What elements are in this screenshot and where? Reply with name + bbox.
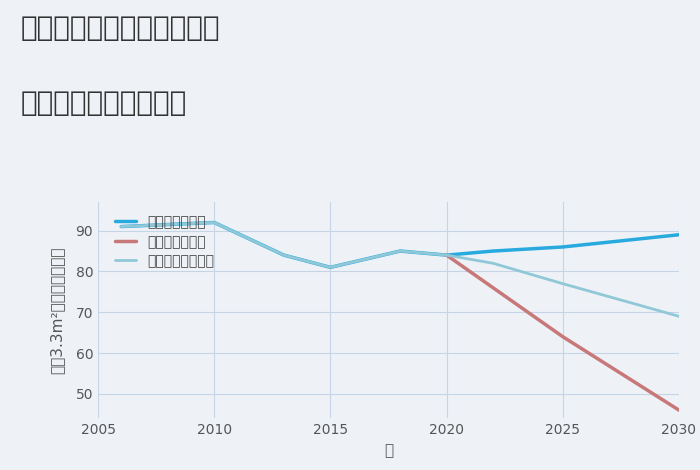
グッドシナリオ bbox=[442, 252, 451, 258]
グッドシナリオ bbox=[396, 248, 405, 254]
ノーマルシナリオ bbox=[210, 219, 218, 225]
Y-axis label: 坪（3.3m²）単価（万円）: 坪（3.3m²）単価（万円） bbox=[50, 246, 64, 374]
グッドシナリオ bbox=[280, 252, 288, 258]
Legend: グッドシナリオ, バッドシナリオ, ノーマルシナリオ: グッドシナリオ, バッドシナリオ, ノーマルシナリオ bbox=[111, 211, 218, 273]
ノーマルシナリオ bbox=[559, 281, 567, 287]
ノーマルシナリオ bbox=[489, 260, 497, 266]
Line: バッドシナリオ: バッドシナリオ bbox=[447, 255, 679, 410]
ノーマルシナリオ bbox=[326, 265, 335, 270]
グッドシナリオ bbox=[326, 265, 335, 270]
Line: グッドシナリオ: グッドシナリオ bbox=[121, 222, 679, 267]
グッドシナリオ bbox=[675, 232, 683, 237]
X-axis label: 年: 年 bbox=[384, 443, 393, 458]
ノーマルシナリオ bbox=[280, 252, 288, 258]
バッドシナリオ bbox=[675, 407, 683, 413]
ノーマルシナリオ bbox=[675, 313, 683, 319]
グッドシナリオ bbox=[210, 219, 218, 225]
ノーマルシナリオ bbox=[117, 224, 125, 229]
バッドシナリオ bbox=[559, 334, 567, 339]
Line: ノーマルシナリオ: ノーマルシナリオ bbox=[121, 222, 679, 316]
グッドシナリオ bbox=[117, 224, 125, 229]
ノーマルシナリオ bbox=[396, 248, 405, 254]
グッドシナリオ bbox=[489, 248, 497, 254]
ノーマルシナリオ bbox=[442, 252, 451, 258]
グッドシナリオ bbox=[559, 244, 567, 250]
Text: 中古戸建ての価格推移: 中古戸建ての価格推移 bbox=[21, 89, 188, 118]
バッドシナリオ bbox=[442, 252, 451, 258]
Text: 大阪府東大阪市川俣本町の: 大阪府東大阪市川俣本町の bbox=[21, 14, 221, 42]
